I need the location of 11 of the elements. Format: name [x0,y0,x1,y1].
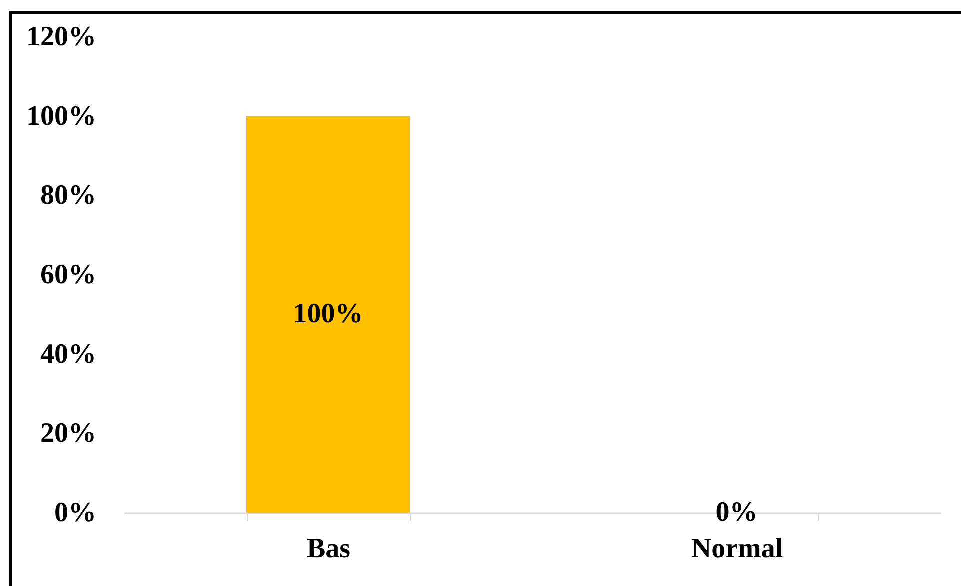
y-tick-label: 120% [26,22,96,52]
y-tick-label: 100% [26,100,96,132]
x-tick-label: Bas [306,534,351,564]
data-label: 0% [716,497,758,528]
y-tick-label: 40% [40,338,96,370]
y-tick-label: 20% [40,418,96,450]
x-tick-label: Normal [691,534,784,564]
y-tick-label: 80% [40,180,96,212]
data-label: 100% [293,298,364,330]
y-tick-label: 0% [54,498,96,528]
y-tick-label: 60% [40,260,96,290]
